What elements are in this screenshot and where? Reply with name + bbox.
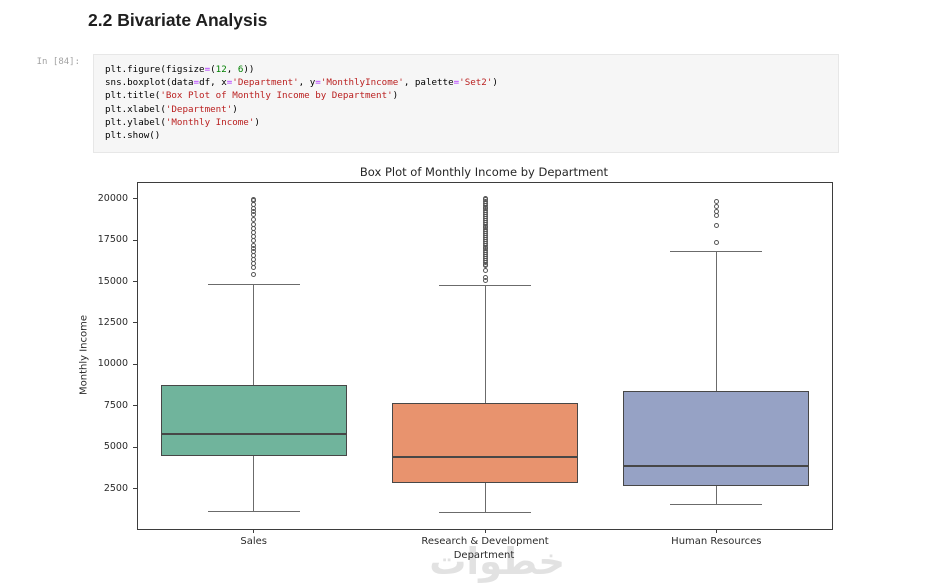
whisker-lower [253,456,255,512]
y-tick [133,488,138,490]
whisker-cap-lower [207,511,300,513]
outlier-point [251,216,257,222]
whisker-cap-upper [670,251,763,253]
x-tick-label: Human Resources [671,536,762,547]
outlier-point [251,221,257,227]
x-tick [484,529,486,533]
outlier-point [251,260,257,266]
whisker-lower [484,483,486,513]
y-tick [133,198,138,200]
whisker-cap-lower [670,503,763,505]
box-2 [392,403,578,484]
outlier-point [713,203,719,209]
figure-output: Box Plot of Monthly Income by Department… [0,160,941,585]
whisker-lower [715,485,717,505]
outlier-point [482,268,488,274]
y-tick [133,363,138,365]
y-tick [133,239,138,241]
y-tick-label: 17500 [97,234,128,246]
cell-prompt: In [84]: [36,57,80,67]
code-line: plt.show() [105,130,161,142]
x-tick [715,529,717,533]
y-tick-label: 5000 [103,441,128,453]
x-tick-label: Sales [240,536,267,547]
outlier-point [713,199,719,205]
y-tick-label: 7500 [103,399,128,411]
median-line [392,456,578,459]
x-tick-label: Research & Development [421,536,549,547]
y-tick [133,322,138,324]
y-tick [133,281,138,283]
whisker-cap-upper [439,284,531,286]
plot-area: 2500 5000 7500 10000 12500 15000 17500 20000 Sal… [98,182,833,547]
section-heading: 2.2 Bivariate Analysis [88,10,268,30]
outlier-point [251,242,257,248]
code-line: plt.figure(figsize=(12, 6)) [105,64,255,75]
code-line: sns.boxplot(data=df, x='Department', y='… [105,77,498,89]
y-tick-label: 12500 [97,316,128,328]
y-tick-label: 10000 [97,358,128,370]
code-line: plt.ylabel('Monthly Income') [105,116,260,128]
whisker-cap-upper [207,284,300,286]
outlier-point [713,213,719,219]
x-axis-label: Department [453,550,515,561]
code-lines: plt.figure(figsize=(12, 6)) sns.boxplot(d… [94,55,838,142]
x-tick [253,529,255,533]
code-line: plt.xlabel('Department') [105,103,238,115]
y-tick [133,405,138,407]
code-line: plt.title('Box Plot of Monthly Income by… [105,90,399,102]
chart-title: Box Plot of Monthly Income by Department [359,165,609,179]
outlier-point [713,223,719,229]
whisker-cap-lower [439,512,531,514]
y-tick-label: 15000 [97,275,128,287]
outlier-point [251,196,257,202]
code-cell[interactable]: plt.figure(figsize=(12, 6)) sns.boxplot(d… [93,54,839,153]
whisker-upper [715,251,717,391]
box-1 [160,384,347,457]
whisker-upper [484,285,486,404]
watermark: خطوات [429,540,565,583]
box-3 [623,390,810,486]
outlier-point [482,196,488,202]
y-tick-label: 2500 [103,482,128,494]
whisker-upper [253,284,255,385]
outlier-point [713,208,719,214]
outlier-point [713,239,719,245]
outlier-point [251,238,257,244]
outlier-point [482,274,488,280]
outlier-point [251,271,257,277]
median-line [160,432,347,435]
y-tick-label: 20000 [97,192,128,204]
y-tick [133,446,138,448]
median-line [623,464,810,467]
